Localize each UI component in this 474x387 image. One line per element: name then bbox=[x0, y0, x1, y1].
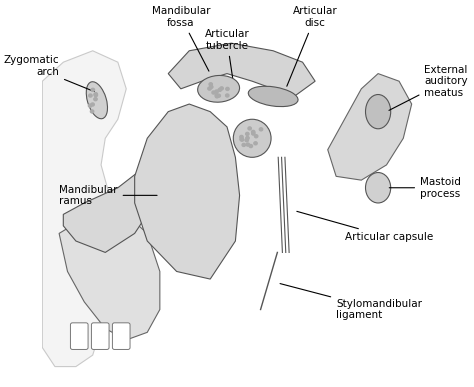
Circle shape bbox=[248, 127, 251, 130]
Circle shape bbox=[209, 83, 212, 86]
FancyBboxPatch shape bbox=[91, 323, 109, 349]
Circle shape bbox=[246, 132, 249, 135]
Text: Zygomatic
arch: Zygomatic arch bbox=[3, 55, 94, 92]
Circle shape bbox=[242, 144, 246, 146]
Circle shape bbox=[246, 137, 249, 140]
Circle shape bbox=[254, 142, 257, 145]
Circle shape bbox=[220, 87, 223, 90]
Polygon shape bbox=[42, 51, 135, 366]
Circle shape bbox=[94, 92, 98, 96]
Text: Articular
tubercle: Articular tubercle bbox=[205, 29, 249, 94]
Circle shape bbox=[91, 88, 94, 91]
Polygon shape bbox=[328, 74, 412, 180]
Circle shape bbox=[252, 130, 255, 134]
Ellipse shape bbox=[248, 86, 298, 106]
Ellipse shape bbox=[198, 75, 239, 102]
Polygon shape bbox=[135, 104, 239, 279]
Circle shape bbox=[215, 90, 219, 93]
Circle shape bbox=[252, 132, 255, 135]
Circle shape bbox=[89, 94, 92, 97]
Circle shape bbox=[212, 91, 215, 94]
Circle shape bbox=[88, 104, 92, 107]
FancyBboxPatch shape bbox=[112, 323, 130, 349]
FancyBboxPatch shape bbox=[71, 323, 88, 349]
Text: Articular
disc: Articular disc bbox=[287, 6, 337, 86]
Ellipse shape bbox=[86, 82, 108, 119]
Circle shape bbox=[215, 95, 219, 98]
Text: Mandibular
fossa: Mandibular fossa bbox=[152, 6, 210, 71]
Circle shape bbox=[218, 88, 221, 91]
Circle shape bbox=[240, 135, 243, 139]
Circle shape bbox=[259, 128, 263, 131]
Circle shape bbox=[255, 135, 258, 138]
Text: Mandibular
ramus: Mandibular ramus bbox=[59, 185, 157, 206]
Circle shape bbox=[91, 110, 94, 113]
Circle shape bbox=[249, 144, 253, 147]
Circle shape bbox=[210, 86, 213, 89]
Circle shape bbox=[91, 103, 94, 106]
Circle shape bbox=[226, 87, 229, 91]
Circle shape bbox=[94, 98, 97, 101]
Ellipse shape bbox=[233, 119, 271, 157]
Polygon shape bbox=[59, 214, 160, 340]
Circle shape bbox=[208, 87, 211, 90]
Circle shape bbox=[215, 94, 219, 97]
Circle shape bbox=[226, 94, 229, 97]
Circle shape bbox=[246, 143, 249, 146]
Circle shape bbox=[94, 94, 98, 97]
Text: External
auditory
meatus: External auditory meatus bbox=[389, 65, 468, 110]
Circle shape bbox=[240, 138, 244, 141]
Circle shape bbox=[245, 139, 248, 142]
Circle shape bbox=[240, 138, 243, 141]
Text: Mastoid
process: Mastoid process bbox=[389, 177, 461, 199]
Polygon shape bbox=[168, 43, 315, 96]
Circle shape bbox=[217, 94, 220, 97]
Text: Stylomandibular
ligament: Stylomandibular ligament bbox=[280, 284, 422, 320]
Ellipse shape bbox=[365, 94, 391, 129]
Polygon shape bbox=[64, 157, 177, 252]
Ellipse shape bbox=[365, 173, 391, 203]
Text: Articular capsule: Articular capsule bbox=[297, 211, 433, 242]
